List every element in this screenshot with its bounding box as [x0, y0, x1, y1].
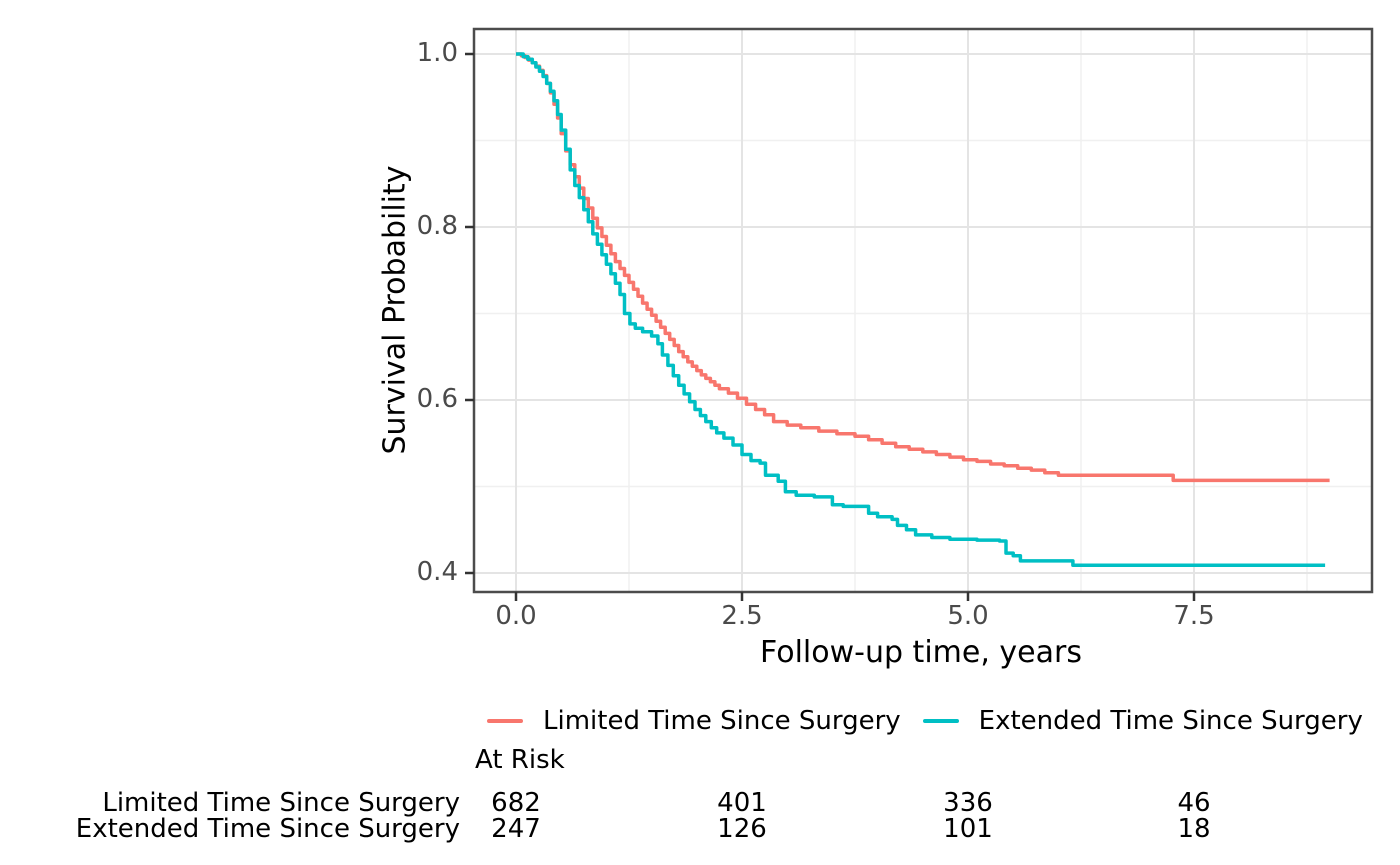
risk-count-extended-t2.5: 126 — [717, 814, 767, 844]
x-tick-label-7.5: 7.5 — [1173, 601, 1215, 631]
risk-row-label-extended: Extended Time Since Surgery — [75, 814, 460, 844]
risk-count-limited-t2.5: 401 — [717, 788, 767, 818]
survival-curve-extended — [516, 52, 1326, 567]
panel-border — [472, 27, 1374, 594]
legend-label-extended: Extended Time Since Surgery — [978, 706, 1363, 736]
risk-row-label-limited: Limited Time Since Surgery — [102, 788, 460, 818]
risk-count-extended-t7.5: 18 — [1177, 814, 1211, 844]
risk-count-limited-t5: 336 — [943, 788, 993, 818]
risk-count-extended-t5: 101 — [943, 814, 993, 844]
legend-item-extended: Extended Time Since Surgery — [922, 706, 1363, 736]
risk-table-header: At Risk — [475, 745, 565, 775]
risk-count-limited-t7.5: 46 — [1177, 788, 1211, 818]
survival-curve-limited — [516, 52, 1330, 483]
x-tick-label-2.5: 2.5 — [721, 601, 763, 631]
x-tick-label-0.0: 0.0 — [495, 601, 537, 631]
y-axis-title: Survival Probability — [377, 165, 413, 455]
legend: Limited Time Since Surgery Extended Time… — [487, 706, 1363, 736]
legend-line-swatch-limited — [487, 719, 523, 723]
y-tick-label-1.0: 1.0 — [416, 38, 458, 68]
x-axis-title: Follow-up time, years — [760, 635, 1082, 670]
risk-count-extended-t0: 247 — [491, 814, 541, 844]
y-tick-label-0.8: 0.8 — [416, 211, 458, 241]
legend-line-swatch-extended — [922, 719, 959, 723]
y-tick-label-0.6: 0.6 — [416, 384, 458, 414]
legend-label-limited: Limited Time Since Surgery — [543, 706, 901, 736]
risk-count-limited-t0: 682 — [491, 788, 541, 818]
legend-item-limited: Limited Time Since Surgery — [487, 706, 901, 736]
y-tick-label-0.4: 0.4 — [416, 557, 458, 587]
x-tick-label-5.0: 5.0 — [947, 601, 989, 631]
